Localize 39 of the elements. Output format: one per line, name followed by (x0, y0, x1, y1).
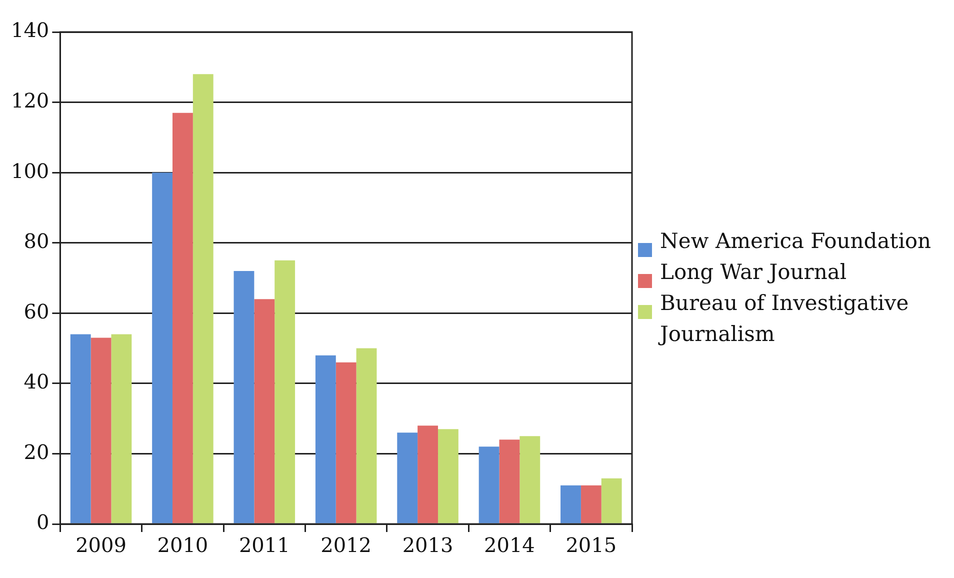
y-tick-label: 100 (10, 158, 50, 183)
bar (111, 334, 132, 524)
bar (438, 429, 458, 524)
x-tick-label: 2013 (402, 533, 454, 558)
bar (580, 485, 602, 524)
y-tick-label: 20 (24, 440, 50, 464)
bar (192, 74, 214, 524)
y-tick-label: 140 (10, 18, 50, 42)
bar (172, 112, 193, 524)
bar (520, 436, 540, 524)
bar (315, 355, 336, 524)
bar (397, 432, 418, 524)
bar (254, 299, 275, 524)
y-tick-label: 40 (24, 370, 50, 394)
x-tick-label: 2014 (484, 533, 535, 558)
x-tick-label: 2009 (76, 533, 126, 558)
x-tick-label: 2015 (566, 533, 617, 558)
y-tick-label: 60 (24, 299, 50, 324)
bar (418, 426, 438, 524)
y-tick-label: 80 (24, 229, 50, 254)
bar (152, 172, 172, 524)
bar (356, 348, 377, 524)
legend-label: Long War Journal (660, 259, 847, 286)
legend-label: Bureau of Investigative Journalism (660, 290, 910, 348)
legend-label: New America Foundation (660, 228, 932, 255)
bar (274, 260, 296, 524)
bar (601, 478, 622, 524)
bar (499, 440, 520, 524)
x-tick-label: 2010 (157, 533, 208, 558)
bar (90, 338, 112, 524)
x-tick-label: 2011 (238, 533, 290, 558)
bar (336, 362, 356, 524)
bar (70, 334, 91, 524)
bar (234, 270, 254, 524)
y-tick-label: 120 (10, 88, 50, 112)
bar (478, 446, 500, 524)
y-tick-label: 0 (36, 510, 50, 534)
x-tick-label: 2012 (320, 533, 372, 558)
bar (560, 485, 581, 524)
